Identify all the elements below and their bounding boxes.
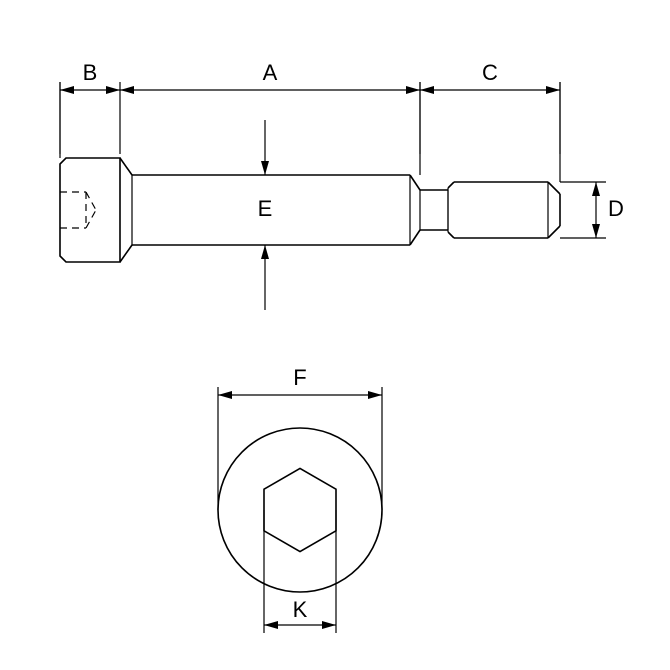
- side-view: B A C D E: [60, 60, 624, 310]
- dim-E-label: E: [258, 196, 273, 221]
- dim-C-label: C: [482, 60, 498, 85]
- dim-K-label: K: [293, 597, 308, 622]
- front-view: FK: [218, 365, 382, 633]
- dim-A-label: A: [263, 60, 278, 85]
- dim-D-label: D: [608, 196, 624, 221]
- hex-socket-outline: [264, 468, 336, 551]
- engineering-drawing: BACDEFK: [0, 0, 670, 670]
- dim-B-label: B: [83, 60, 98, 85]
- dim-F-label: F: [293, 365, 306, 390]
